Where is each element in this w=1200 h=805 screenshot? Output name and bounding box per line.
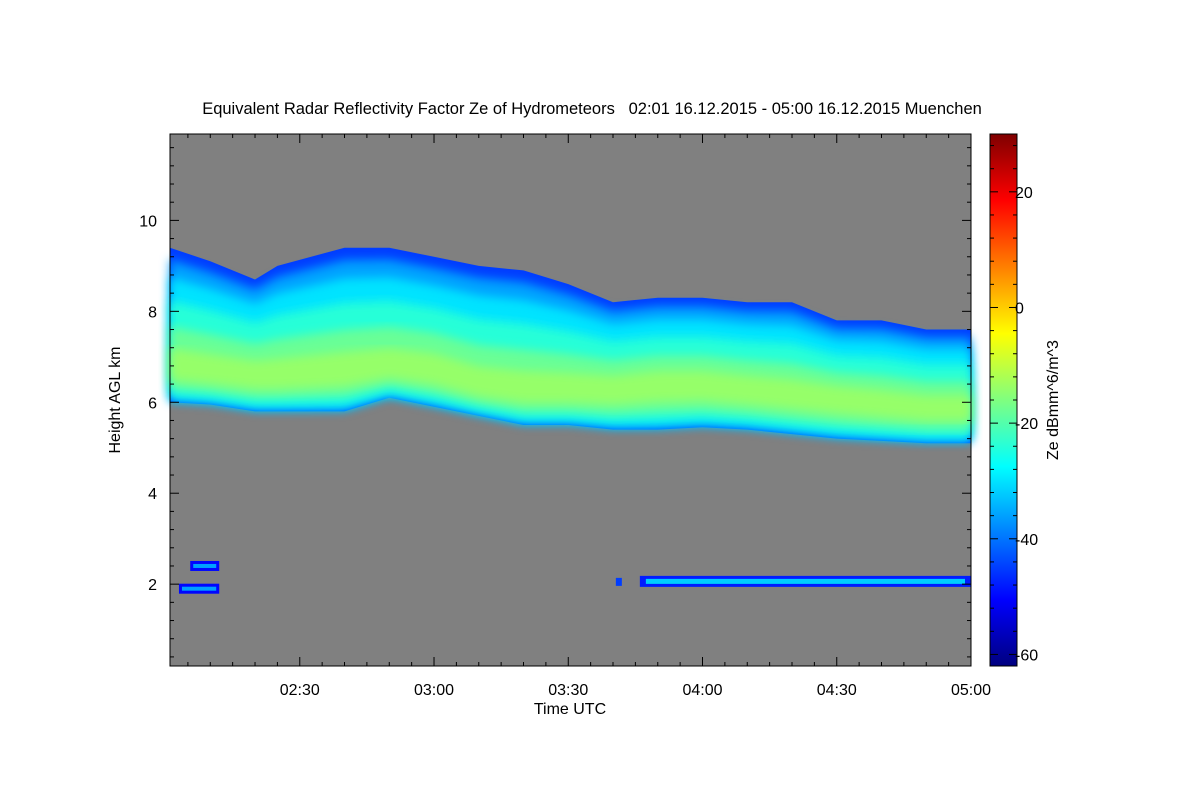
colorbar-label: Ze dBmm^6/m^3 bbox=[1045, 340, 1062, 460]
x-tick-label: 03:00 bbox=[414, 682, 454, 699]
y-tick-label: 2 bbox=[148, 577, 157, 594]
x-tick-label: 02:30 bbox=[280, 682, 320, 699]
colorbar bbox=[989, 133, 1018, 667]
colorbar-tick-label: 0 bbox=[1015, 300, 1024, 317]
echo-layers bbox=[170, 247, 971, 594]
x-tick-label: 03:30 bbox=[548, 682, 588, 699]
x-tick-label: 04:00 bbox=[682, 682, 722, 699]
y-tick-label: 4 bbox=[148, 486, 157, 503]
cloud-peak-band bbox=[170, 348, 971, 421]
x-tick-label: 05:00 bbox=[951, 682, 991, 699]
y-axis-label: Height AGL km bbox=[107, 346, 124, 453]
colorbar-tick-label: -60 bbox=[1015, 647, 1038, 664]
x-axis-label: Time UTC bbox=[534, 701, 606, 718]
y-tick-label: 8 bbox=[148, 304, 157, 321]
colorbar-tick-label: -20 bbox=[1015, 416, 1038, 433]
colorbar-tick-label: 20 bbox=[1015, 185, 1033, 202]
colorbar-tick-label: -40 bbox=[1015, 532, 1038, 549]
x-tick-label: 04:30 bbox=[817, 682, 857, 699]
axis-ticks: 02:30 03:00 03:30 04:00 04:30 05:00 2 4 6 8 10 bbox=[139, 134, 991, 699]
low-layer-core bbox=[645, 578, 965, 584]
low-echo-core bbox=[193, 563, 217, 568]
y-tick-label: 10 bbox=[139, 213, 157, 230]
y-tick-label: 6 bbox=[148, 395, 157, 412]
low-layer-speck bbox=[615, 577, 622, 586]
chart-title: Equivalent Radar Reflectivity Factor Ze … bbox=[202, 100, 982, 118]
low-echo-core bbox=[181, 586, 217, 591]
plot-frame bbox=[169, 133, 972, 667]
colorbar-ticks: 20 0 -20 -40 -60 bbox=[990, 145, 1038, 664]
